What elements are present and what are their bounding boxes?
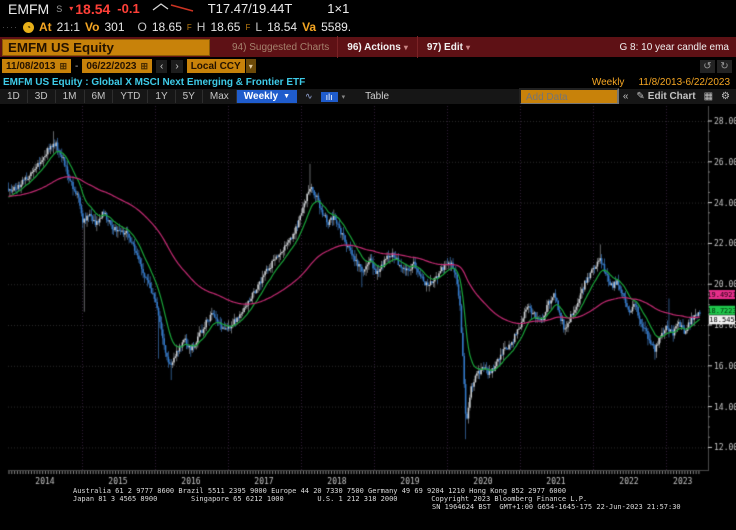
date-controls: 11/08/2013 ⊞ - 06/22/2023 ⊞ ‹ › Local CC…	[0, 57, 736, 75]
actions-menu-button[interactable]: 96) Actions ▾	[337, 36, 417, 58]
drag-dots-icon: ····	[2, 22, 18, 32]
security-description: EMFM US Equity : Global X MSCI Next Emer…	[3, 76, 306, 88]
high-flag: F	[245, 22, 251, 32]
range-forward-button[interactable]: ›	[171, 59, 183, 73]
high-label: H	[196, 20, 206, 34]
period-tab-1y[interactable]: 1Y	[148, 90, 176, 103]
value-traded: 5589.	[321, 20, 352, 34]
date-separator: -	[75, 60, 79, 72]
footer-contacts-line1: Australia 61 2 9777 8600 Brazil 5511 239…	[73, 487, 567, 495]
candle-chart-type-button[interactable]: ılı	[320, 91, 338, 102]
period-tab-max[interactable]: Max	[203, 90, 237, 103]
chart-toolbar: 1D 3D 1M 6M YTD 1Y 5Y Max Weekly ▼ ∿ ılı ▾ Tabl…	[0, 88, 736, 105]
range-back-button[interactable]: ‹	[156, 59, 168, 73]
security-input[interactable]	[2, 38, 210, 56]
open-label: O	[137, 20, 147, 34]
price-change: -0.1	[117, 1, 140, 16]
pencil-icon: ✎	[636, 91, 645, 102]
chevron-down-icon: ▾	[245, 59, 256, 73]
footer-terminal-info: SN 1964624 BST GMT+1:00 G654-1645-175 22…	[432, 503, 681, 511]
date-from-input[interactable]: 11/08/2013 ⊞	[2, 59, 72, 73]
edit-chart-button[interactable]: ✎ Edit Chart	[636, 91, 696, 102]
period-range: Weekly 11/8/2013-6/22/2023	[592, 77, 730, 88]
frequency-select[interactable]: Weekly ▼	[236, 90, 298, 103]
period-tab-ytd[interactable]: YTD	[113, 90, 149, 103]
suggested-charts-button[interactable]: 94) Suggested Charts	[232, 41, 330, 53]
history-buttons: ↺ ↻	[700, 59, 736, 73]
quote-line-1: EMFM S ▾ 18.54 -0.1 T17.47/19.44T 1×1	[8, 0, 349, 17]
bid-ask: T17.47/19.44T	[207, 1, 293, 16]
chevron-down-icon: ▾	[465, 42, 470, 52]
table-button[interactable]: Table	[365, 91, 389, 102]
chart-function-title: G 8: 10 year candle ema	[619, 41, 729, 53]
volume-value: 301	[104, 20, 125, 34]
mini-sparkline-icon	[151, 1, 197, 16]
add-data-input[interactable]	[518, 88, 619, 105]
low-label: L	[255, 20, 263, 34]
open-flag: F	[186, 22, 192, 32]
high-value: 18.65	[210, 20, 241, 34]
currency-select[interactable]: Local CCY ▾	[186, 59, 256, 73]
chart-type-dropdown[interactable]: ▾	[341, 93, 346, 101]
undo-button[interactable]: ↺	[700, 59, 715, 73]
price-chart-canvas[interactable]	[0, 104, 736, 487]
last-price: 18.54	[75, 0, 111, 17]
quote-line-2: ···· ◔ At 21:1 Vo 301 O 18.65 F H 18.65 F …	[2, 18, 351, 36]
edit-menu-button[interactable]: 97) Edit ▾	[416, 36, 479, 58]
period-tab-1d[interactable]: 1D	[0, 90, 28, 103]
date-to-input[interactable]: 06/22/2023 ⊞	[82, 59, 152, 73]
layout-grid-icon[interactable]: ▦	[703, 91, 714, 102]
period-tab-1m[interactable]: 1M	[56, 90, 85, 103]
period-tab-3d[interactable]: 3D	[28, 90, 56, 103]
lot-size: 1×1	[327, 1, 350, 16]
value-label: Va	[302, 20, 317, 34]
open-value: 18.65	[151, 20, 182, 34]
collapse-button[interactable]: «	[622, 91, 629, 102]
security-title-row: EMFM US Equity : Global X MSCI Next Emer…	[0, 75, 736, 89]
period-tab-6m[interactable]: 6M	[85, 90, 114, 103]
function-toolbar: 94) Suggested Charts 96) Actions ▾ 97) E…	[0, 36, 736, 58]
down-arrow-icon: ▾	[69, 4, 74, 13]
period-tab-5y[interactable]: 5Y	[176, 90, 203, 103]
exchange-flag: S	[56, 3, 63, 14]
period-tabs: 1D 3D 1M 6M YTD 1Y 5Y Max	[0, 90, 237, 103]
delayed-clock-icon: ◔	[23, 21, 34, 33]
at-time: 21:1	[56, 20, 81, 34]
period-label: Weekly	[591, 76, 625, 88]
calendar-icon: ⊞	[59, 60, 68, 71]
footer-contacts-line2: Japan 81 3 4565 8900 Singapore 65 6212 1…	[73, 495, 588, 503]
volume-label: Vo	[85, 20, 100, 34]
at-label: At	[39, 20, 52, 34]
line-chart-type-button[interactable]: ∿	[305, 91, 313, 101]
calendar-icon: ⊞	[140, 60, 148, 71]
range-label: 11/8/2013-6/22/2023	[638, 76, 730, 88]
low-value: 18.54	[267, 20, 298, 34]
ticker: EMFM	[8, 0, 50, 17]
redo-button[interactable]: ↻	[717, 59, 732, 73]
chevron-down-icon: ▾	[403, 42, 408, 52]
chevron-down-icon: ▼	[283, 93, 291, 100]
gear-icon[interactable]: ⚙	[721, 91, 730, 102]
